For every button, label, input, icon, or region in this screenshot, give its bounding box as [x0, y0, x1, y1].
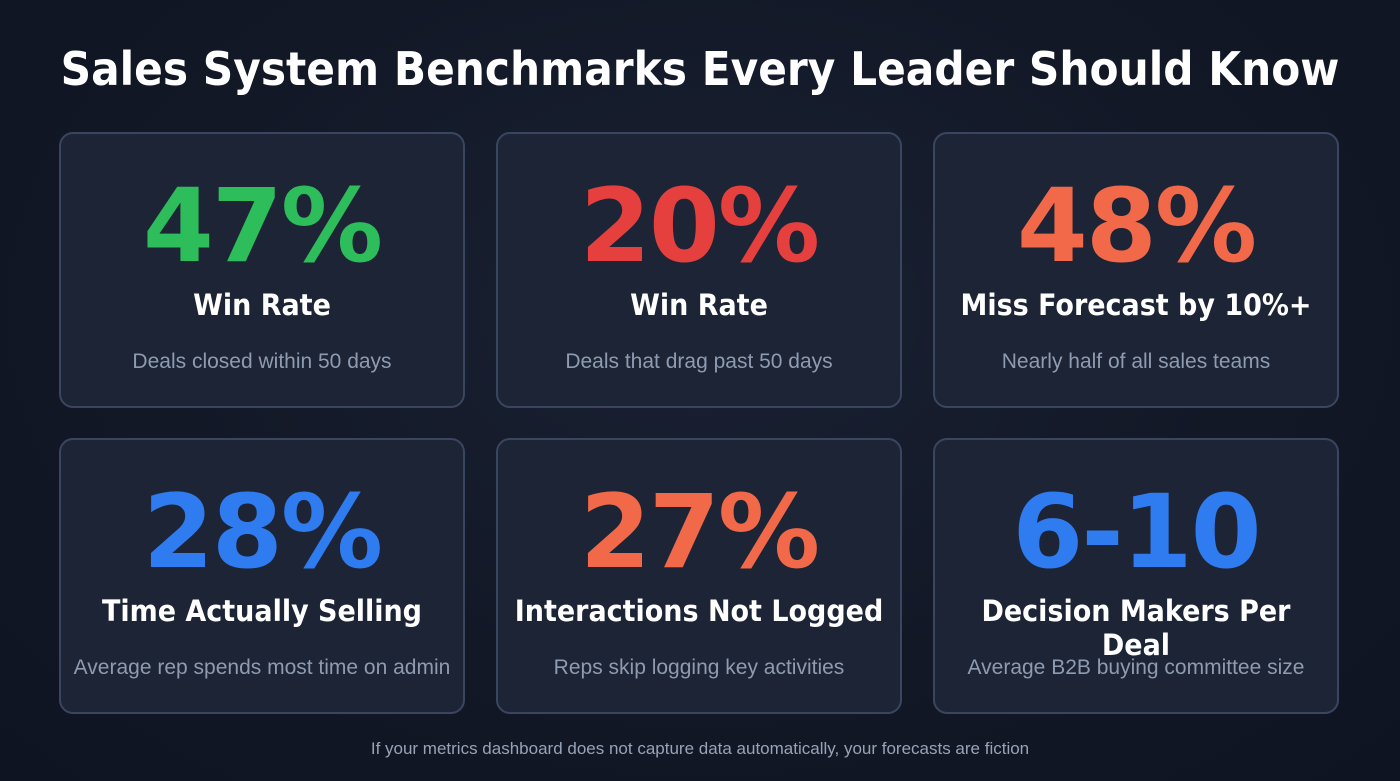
stat-label: Decision Makers Per Deal	[981, 594, 1291, 662]
stat-card-decision-makers: 6-10 Decision Makers Per Deal Average B2…	[933, 438, 1339, 714]
stat-description: Average rep spends most time on admin	[73, 656, 451, 679]
stat-card-time-selling: 28% Time Actually Selling Average rep sp…	[59, 438, 465, 714]
stat-card-miss-forecast: 48% Miss Forecast by 10%+ Nearly half of…	[933, 132, 1339, 408]
stat-value: 48%	[1016, 167, 1257, 286]
stat-value: 20%	[579, 167, 820, 286]
stat-description: Deals that drag past 50 days	[565, 350, 833, 373]
stat-description: Nearly half of all sales teams	[1001, 350, 1271, 373]
stat-label: Miss Forecast by 10%+	[960, 288, 1312, 322]
stat-value: 47%	[142, 167, 383, 286]
stat-value: 28%	[142, 473, 383, 592]
page-title: Sales System Benchmarks Every Leader Sho…	[60, 42, 1340, 96]
stat-label: Win Rate	[193, 288, 331, 322]
stat-label: Interactions Not Logged	[514, 594, 884, 628]
stat-value: 27%	[579, 473, 820, 592]
footer-note: If your metrics dashboard does not captu…	[370, 739, 1030, 758]
stat-label: Win Rate	[630, 288, 768, 322]
stat-label: Time Actually Selling	[101, 594, 422, 628]
stat-description: Deals closed within 50 days	[132, 350, 392, 373]
stat-description: Reps skip logging key activities	[553, 656, 845, 679]
stat-card-win-rate-slow: 20% Win Rate Deals that drag past 50 day…	[496, 132, 902, 408]
stat-card-interactions-not-logged: 27% Interactions Not Logged Reps skip lo…	[496, 438, 902, 714]
stat-card-win-rate-fast: 47% Win Rate Deals closed within 50 days	[59, 132, 465, 408]
stat-value: 6-10	[1012, 473, 1261, 592]
stat-description: Average B2B buying committee size	[967, 656, 1305, 679]
